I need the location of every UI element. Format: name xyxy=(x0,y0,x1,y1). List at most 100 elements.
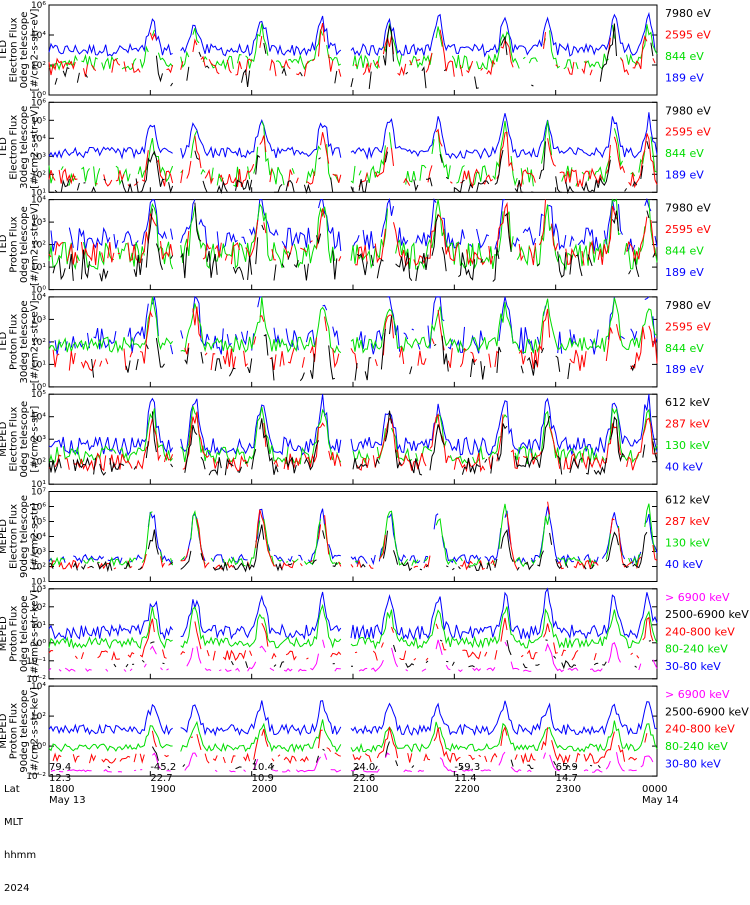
x-tick-mlt: 12.3 xyxy=(49,773,72,784)
y-tick-label: 10⁴ xyxy=(31,293,46,303)
legend-entry: 2595 eV xyxy=(665,126,711,139)
y-tick-label: 10² xyxy=(31,241,46,251)
x-tick-hhmm: 2000 xyxy=(251,784,278,795)
series-line-844-ev xyxy=(48,23,658,71)
x-row-label-lat: Lat xyxy=(4,784,20,795)
series-line-612-kev xyxy=(48,410,658,476)
y-tick-label: 10¹ xyxy=(31,263,46,273)
x-tick-lat: 24.0 xyxy=(353,762,376,773)
series-line-30-80-kev xyxy=(48,700,658,737)
series-line-189-ev xyxy=(48,295,658,355)
plot-frame xyxy=(48,199,658,291)
legend-entry: 2500-6900 keV xyxy=(665,608,749,621)
y-tick-label: 10⁵ xyxy=(31,390,46,400)
y-tick-label: 10³ xyxy=(31,315,46,325)
legend-entry: 30-80 keV xyxy=(665,757,721,770)
y-tick-label: 10¹ xyxy=(31,188,46,198)
y-tick-label: 10⁴ xyxy=(31,134,46,144)
x-tick-date: May 13 xyxy=(49,795,86,806)
legend-entry: 7980 eV xyxy=(665,104,711,117)
x-tick-date xyxy=(353,795,378,806)
series-line-130-kev xyxy=(50,503,656,568)
legend-entry: 2595 eV xyxy=(665,320,711,333)
y-tick-label: 10⁰ xyxy=(31,742,46,752)
y-tick-label: 10⁶ xyxy=(31,503,46,513)
x-tick-lat: 79.4 xyxy=(49,762,72,773)
x-tick-mlt xyxy=(642,773,679,784)
y-axis-label: MEPEDElectron Flux0deg telescope[#/cm2-s… xyxy=(0,401,41,478)
y-tick-label: 10⁵ xyxy=(31,518,46,528)
x-tick-column: 79.4 12.3 1800 May 13 xyxy=(49,762,86,806)
legend-entry: 40 keV xyxy=(665,558,703,571)
legend-entry: 844 eV xyxy=(665,244,704,257)
plot-frame xyxy=(48,491,658,582)
legend-entry: 130 keV xyxy=(665,439,710,452)
legend-entry: 7980 eV xyxy=(665,202,711,215)
series-line-287-kev xyxy=(48,411,658,473)
series-line--6900-kev xyxy=(48,639,658,673)
y-axis-label: MEPEDElectron Flux90deg telescope[#/cm2-… xyxy=(0,495,41,578)
y-axis-label: TEDProton Flux0deg telescope[#/cm2-s-str… xyxy=(0,203,41,286)
series-line-2595-ev xyxy=(48,22,656,77)
y-tick-label: 10⁻² xyxy=(26,772,46,782)
x-tick-column: 10.4 10.9 2000 xyxy=(252,762,277,806)
legend-entry: 189 eV xyxy=(665,266,704,279)
series-line-189-ev xyxy=(50,197,658,252)
y-tick-label: 10¹ xyxy=(31,360,46,370)
legend-entry: 612 keV xyxy=(665,494,710,507)
series-line-80-240-kev xyxy=(48,719,658,754)
y-tick-label: 10³ xyxy=(31,218,46,228)
y-tick-label: 10⁵ xyxy=(31,116,46,126)
legend-entry: 844 eV xyxy=(665,342,704,355)
x-tick-date xyxy=(454,795,480,806)
x-tick-lat: 10.4 xyxy=(251,762,274,773)
x-tick-column: -59.3 11.4 2200 xyxy=(454,762,480,806)
y-tick-label: 10² xyxy=(31,170,46,180)
x-tick-mlt: 11.4 xyxy=(454,773,477,784)
legend-entry: > 6900 keV xyxy=(665,688,730,701)
legend-entry: 2595 eV xyxy=(665,223,711,236)
x-tick-mlt: 22.7 xyxy=(150,773,173,784)
series-line-2595-ev xyxy=(52,306,658,372)
series-line-287-kev xyxy=(50,501,658,571)
legend-entry: 2595 eV xyxy=(665,28,711,41)
series-line-844-ev xyxy=(48,296,658,355)
y-tick-label: 10⁰ xyxy=(31,286,46,296)
legend-entry: 844 eV xyxy=(665,147,704,160)
x-tick-column: -45.2 22.7 1900 xyxy=(150,762,176,806)
x-row-label-year: 2024 xyxy=(4,883,30,894)
x-tick-hhmm: 0000 xyxy=(642,784,668,795)
x-tick-lat: 65.9 xyxy=(555,762,578,773)
y-tick-label: 10⁻¹ xyxy=(26,657,46,667)
series-line-80-240-kev xyxy=(48,603,658,650)
legend-entry: 40 keV xyxy=(665,460,703,473)
legend-entry: 80-240 keV xyxy=(665,643,728,656)
x-tick-hhmm: 2100 xyxy=(353,784,379,795)
y-tick-label: 10² xyxy=(31,61,46,71)
legend-entry: 130 keV xyxy=(665,536,710,549)
x-tick-date: May 14 xyxy=(642,795,679,806)
legend-entry: 2500-6900 keV xyxy=(665,705,749,718)
y-tick-label: 10⁴ xyxy=(31,31,46,41)
series-line-30-80-kev xyxy=(48,587,658,641)
series-line-189-ev xyxy=(48,11,658,58)
series-line-7980-ev xyxy=(52,202,656,282)
y-tick-label: 10⁷ xyxy=(31,488,46,498)
legend-entry: 287 keV xyxy=(665,418,710,431)
series-line-2595-ev xyxy=(48,128,658,189)
legend-entry: 844 eV xyxy=(665,50,704,63)
y-tick-label: 10⁴ xyxy=(31,413,46,423)
y-tick-label: 10⁴ xyxy=(31,682,46,692)
y-tick-label: 10⁴ xyxy=(31,533,46,543)
legend-entry: 287 keV xyxy=(665,515,710,528)
y-axis-label: MEPEDProton Flux90deg telescope[#/cm2-s-… xyxy=(0,687,41,775)
series-line-240-800-kev xyxy=(53,727,653,763)
